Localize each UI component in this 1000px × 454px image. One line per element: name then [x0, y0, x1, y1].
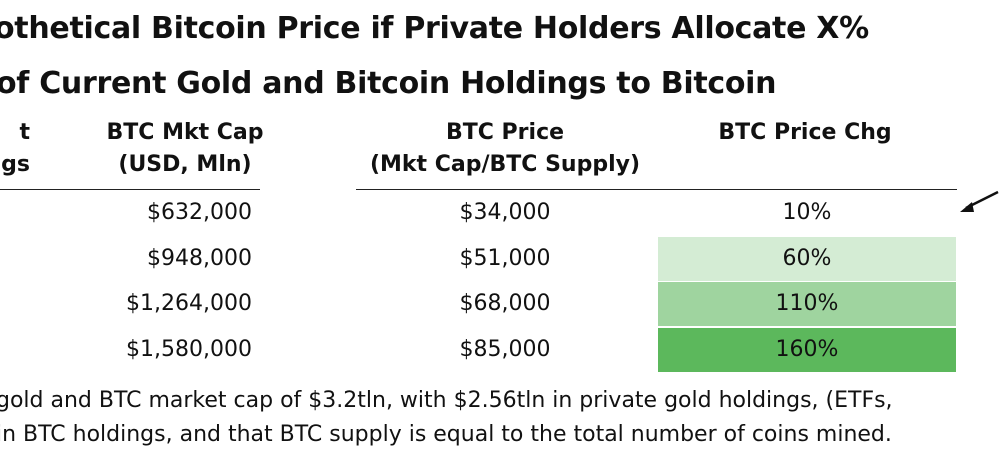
cell-chg-row-4: 160% [658, 327, 956, 372]
footnote-line-1: gold and BTC market cap of $3.2tln, with… [0, 388, 893, 413]
cell-mktcap-row-4: $1,580,000 [126, 336, 252, 362]
column-header-first-line-2: gs [1, 152, 30, 177]
column-header-chg-line-1: BTC Price Chg [718, 120, 892, 145]
header-rule-left [0, 189, 260, 190]
chart-title-line-1: othetical Bitcoin Price if Private Holde… [0, 11, 869, 46]
cell-mktcap-row-2: $948,000 [147, 245, 252, 271]
arrow-icon [960, 190, 999, 212]
chart-title-line-2: of Current Gold and Bitcoin Holdings to … [0, 66, 777, 101]
column-header-price: BTC Price (Mkt Cap/BTC Supply) [360, 117, 650, 181]
column-header-first: t gs [0, 117, 30, 181]
cell-price-row-2: $51,000 [459, 245, 551, 271]
column-header-price-line-1: BTC Price [445, 120, 565, 145]
cell-price-row-3: $68,000 [459, 291, 551, 316]
cell-mktcap-row-1: $632,000 [147, 200, 252, 225]
footnote-line-2: in BTC holdings, and that BTC supply is … [0, 422, 892, 447]
cell-price-row-1: $34,000 [459, 200, 551, 225]
column-header-mktcap-line-1: BTC Mkt Cap [106, 120, 264, 145]
column-header-mktcap-line-2: (USD, Mln) [118, 152, 252, 177]
cell-mktcap-row-3: $1,264,000 [126, 291, 252, 316]
column-header-mktcap: BTC Mkt Cap (USD, Mln) [90, 117, 280, 181]
column-header-chg: BTC Price Chg [660, 117, 950, 149]
column-header-price-line-2: (Mkt Cap/BTC Supply) [369, 152, 641, 177]
cell-chg-row-2: 60% [658, 236, 956, 281]
cell-chg-row-1: 10% [658, 191, 956, 235]
cell-price-row-4: $85,000 [459, 336, 551, 362]
header-rule-right [356, 189, 957, 190]
column-header-first-line-1: t [19, 120, 30, 145]
cell-chg-row-3: 110% [658, 282, 956, 326]
